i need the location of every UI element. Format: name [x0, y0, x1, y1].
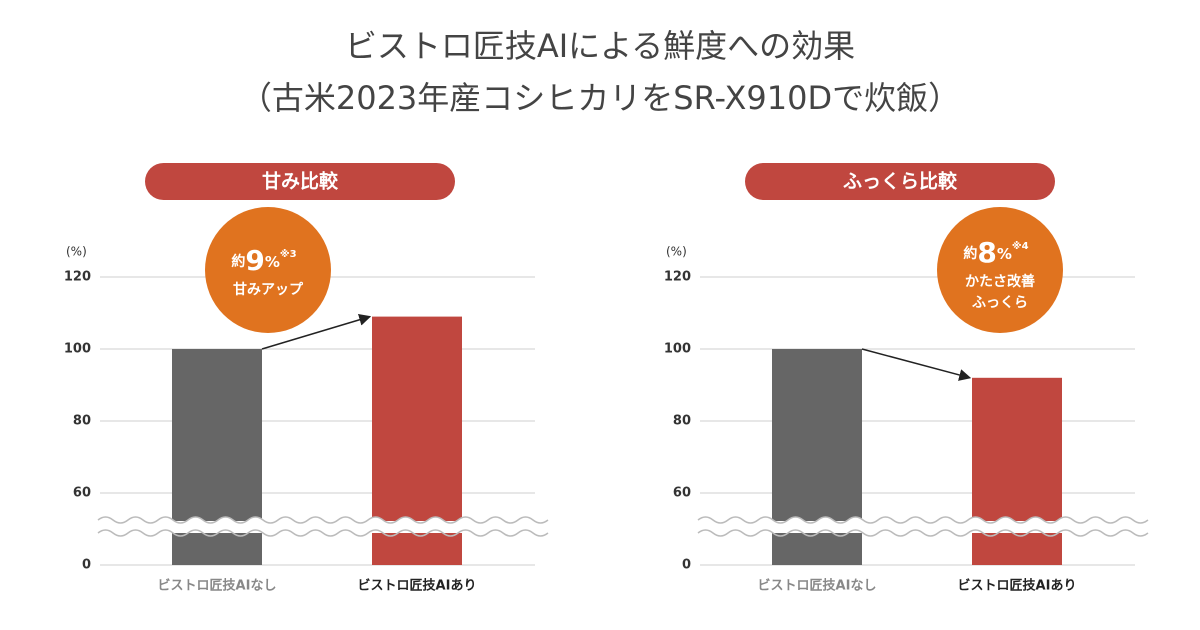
annotation-prefix: 約 [231, 253, 245, 270]
arrow [261, 313, 372, 350]
x-tick-label: ビストロ匠技AIあり [358, 578, 477, 594]
panel-title: ふっくら比較 [843, 170, 958, 193]
y-tick-label: 80 [673, 414, 691, 429]
x-tick-label: ビストロ匠技AIなし [158, 578, 277, 594]
axis-break-line [97, 529, 549, 537]
annotation-value: 約8%※4 [963, 236, 1028, 269]
axis-break-fill [698, 521, 1137, 533]
x-tick-label: ビストロ匠技AIあり [958, 578, 1077, 594]
annotation-prefix: 約 [963, 245, 977, 262]
annotation-note: ※3 [280, 248, 297, 260]
x-tick-label: ビストロ匠技AIなし [758, 578, 877, 594]
y-tick-label: 0 [682, 558, 691, 573]
annotation-note: ※4 [1012, 240, 1029, 252]
axis-break-line [697, 529, 1149, 537]
y-tick-label: 60 [73, 486, 91, 501]
y-tick-label: 120 [64, 270, 91, 285]
annotation-unit: % [265, 253, 280, 271]
annotation-bubble [205, 207, 331, 333]
annotation-text: 甘みアップ [233, 281, 304, 298]
axis-break-fill [98, 521, 537, 533]
title: ビストロ匠技AIによる鮮度への効果 [345, 27, 855, 65]
y-tick-label: 60 [673, 486, 691, 501]
header-pill [145, 163, 455, 200]
annotation-value: 8 [977, 236, 996, 269]
y-tick-label: 120 [664, 270, 691, 285]
y-tick-label: 100 [64, 342, 91, 357]
annotation-bubble [937, 207, 1063, 333]
y-tick-label: 0 [82, 558, 91, 573]
title: （古米2023年産コシヒカリをSR-X910Dで炊飯） [240, 79, 960, 117]
annotation-value: 9 [245, 244, 264, 277]
annotation-value: 約9%※3 [231, 244, 296, 277]
y-axis-label: (%) [666, 245, 687, 259]
header-pill [745, 163, 1055, 200]
y-tick-label: 100 [664, 342, 691, 357]
axis-break-line [697, 516, 1149, 524]
y-tick-label: 80 [73, 414, 91, 429]
arrow [861, 348, 972, 381]
annotation-text: かたさ改善 [965, 273, 1035, 290]
bar [972, 377, 1062, 565]
axis-break-line [97, 516, 549, 524]
annotation-unit: % [997, 245, 1012, 263]
y-axis-label: (%) [66, 245, 87, 259]
annotation-text: ふっくら [972, 295, 1028, 311]
panel-title: 甘み比較 [262, 170, 339, 193]
